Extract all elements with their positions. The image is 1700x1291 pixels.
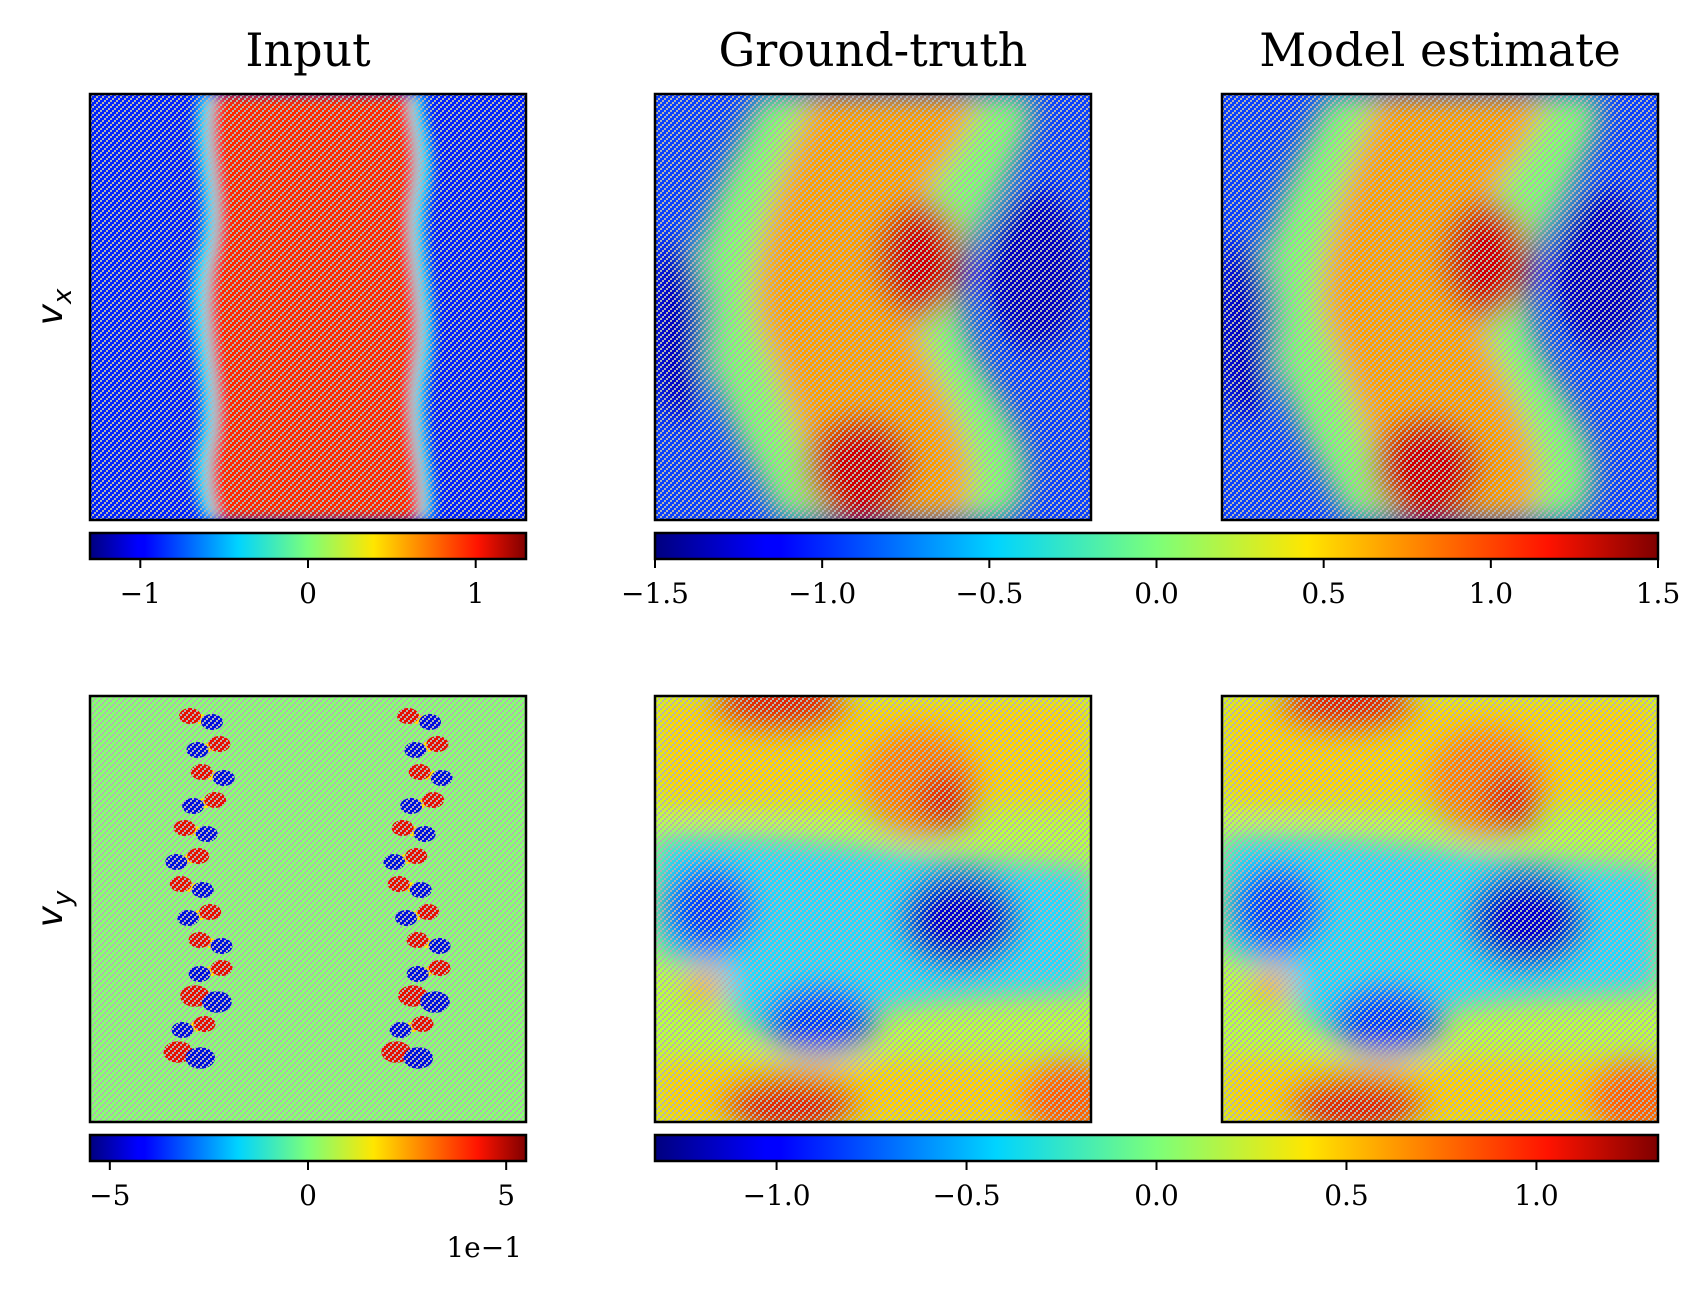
panel-frame-vy-input: [88, 694, 528, 1124]
panel-frame-vx-input: [88, 92, 528, 522]
colorbar-offset-text: 1e−1: [446, 1231, 522, 1264]
colorbar-vy-input: −5 0 5: [88, 1133, 528, 1212]
column-title-ground-truth: Ground-truth: [719, 23, 1028, 77]
colorbar-tick-label: 1.0: [1469, 577, 1514, 610]
panel-frame-vx-ground-truth: [653, 92, 1093, 522]
colorbar-tick-label: 5: [497, 1179, 515, 1212]
colorbar-tick-label: 0.0: [1134, 1179, 1179, 1212]
colorbar-tick-label: 0: [299, 1179, 317, 1212]
panel-frame-vx-model-estimate: [1220, 92, 1660, 522]
colorbar-ticks-vx-input: −1 0 1: [120, 559, 485, 610]
colorbar-tick-label: −0.5: [933, 1179, 1001, 1212]
colorbar-tick-label: −1.0: [743, 1179, 811, 1212]
colorbar-tick-label: −1.5: [621, 577, 689, 610]
row-label-vy: vy: [30, 890, 78, 927]
panel-frame-vy-ground-truth: [653, 694, 1093, 1124]
colorbar-tick-label: 1.0: [1514, 1179, 1559, 1212]
colorbar-tick-label: 0: [299, 577, 317, 610]
colorbar-tick-label: 0.5: [1301, 577, 1346, 610]
colorbar-ticks-vy-shared: −1.0 −0.5 0.0 0.5 1.0: [743, 1161, 1559, 1212]
heatmap-vx-ground-truth: [655, 94, 1091, 520]
colorbar-ticks-vx-shared: −1.5 −1.0 −0.5 0.0 0.5 1.0 1.5: [621, 559, 1680, 610]
colorbar-vx-shared: −1.5 −1.0 −0.5 0.0 0.5 1.0 1.5: [621, 531, 1680, 610]
colorbar-tick-label: −0.5: [955, 577, 1023, 610]
panel-frame-vy-model-estimate: [1220, 694, 1660, 1124]
heatmap-vy-model-estimate: [1222, 696, 1658, 1122]
colorbar-tick-label: 1.5: [1636, 577, 1681, 610]
column-title-model-estimate: Model estimate: [1259, 23, 1621, 77]
colorbar-vy-shared: −1.0 −0.5 0.0 0.5 1.0: [653, 1133, 1660, 1212]
column-title-input: Input: [245, 23, 371, 77]
heatmap-vy-ground-truth: [655, 696, 1091, 1122]
heatmap-vx-model-estimate: [1222, 94, 1658, 520]
colorbar-tick-label: −1.0: [788, 577, 856, 610]
row-label-vx: vx: [30, 288, 78, 325]
colorbar-tick-label: 1: [467, 577, 485, 610]
colorbar-tick-label: −5: [89, 1179, 130, 1212]
heatmap-vy-input: [90, 696, 526, 1122]
colorbar-ticks-vy-input: −5 0 5: [89, 1161, 515, 1212]
colorbar-tick-label: −1: [120, 577, 161, 610]
colorbar-tick-label: 0.0: [1134, 577, 1179, 610]
heatmap-vx-input: [90, 94, 526, 520]
colorbar-tick-label: 0.5: [1324, 1179, 1369, 1212]
colorbar-vx-input: −1 0 1: [88, 531, 528, 610]
